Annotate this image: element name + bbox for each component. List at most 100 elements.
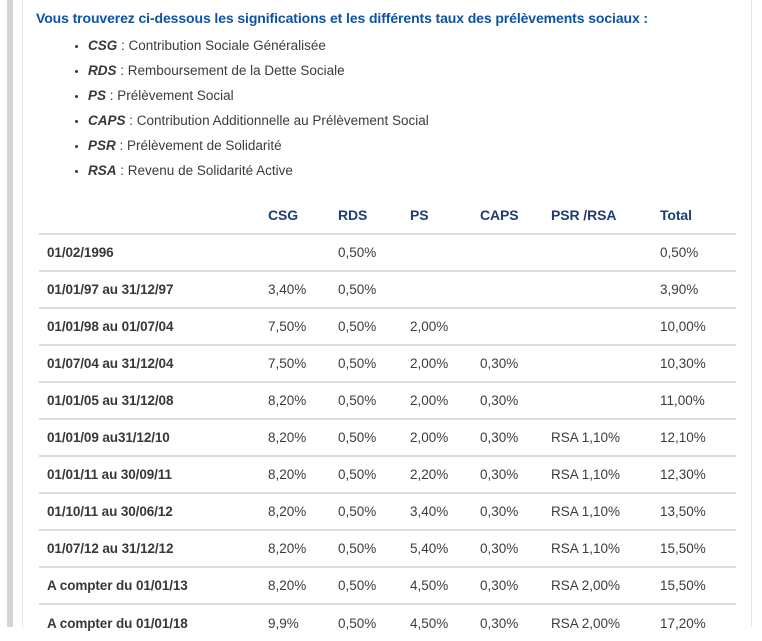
definition-description: Revenu de Solidarité Active [127,163,293,178]
table-row: 01/10/11 au 30/06/12 8,20% 0,50% 3,40% 0,30%… [39,493,736,530]
table-row: 01/01/09 au31/12/10 8,20% 0,50% 2,00% 0,30% R… [39,419,736,456]
rate-cell: 2,00% [410,356,449,371]
definition-description: Contribution Additionnelle au Prélèvemen… [136,113,429,128]
period-cell: 01/07/12 au 31/12/12 [47,541,174,556]
rate-cell: 11,00% [660,393,705,408]
rate-cell: 0,30% [480,356,519,371]
rate-cell: 5,40% [410,541,449,556]
rate-cell: RSA 1,10% [551,467,621,482]
definition-separator: : [116,63,128,78]
rate-cell [551,271,660,308]
definition-separator: : [115,138,128,153]
definition-item: RDS : Remboursement de la Dette Sociale [88,64,751,78]
definition-separator: : [117,38,129,53]
definitions-list: CSG : Contribution Sociale Généralisée RD… [36,39,751,178]
period-cell: 01/01/97 au 31/12/97 [47,282,174,297]
rate-cell: 8,20% [268,504,307,519]
rate-cell: 13,50% [660,504,706,519]
rate-cell: 8,20% [268,541,307,556]
rate-cell [551,345,660,382]
rate-cell: RSA 1,10% [551,541,621,556]
rate-cell: 12,10% [660,430,706,445]
rate-cell: 8,20% [268,578,307,593]
rate-cell: 8,20% [268,430,307,445]
rate-cell: 0,50% [660,245,699,260]
definition-term: CSG [88,38,118,53]
rate-cell: 8,20% [268,393,307,408]
rate-cell: 0,50% [338,615,377,631]
rate-cell [410,271,480,308]
rates-table: CSG RDS PS CAPS PSR /RSA Total 01/02/1996 0,50… [39,196,736,641]
rate-cell: 9,9% [268,615,299,631]
rate-cell: 0,50% [338,467,377,482]
rate-cell [480,271,551,308]
definition-separator: : [116,163,128,178]
definition-item: PS : Prélèvement Social [88,89,751,103]
definition-item: CSG : Contribution Sociale Généralisée [88,39,751,53]
rate-cell: 0,30% [480,393,519,408]
rate-cell: 0,30% [480,430,519,445]
content-card: Vous trouverez ci-dessous les significat… [22,0,752,631]
rate-cell: 3,90% [660,282,699,297]
table-row: 01/01/98 au 01/07/04 7,50% 0,50% 2,00% 10,00… [39,308,736,345]
rate-cell: 0,30% [480,504,519,519]
rate-cell [480,308,551,345]
definition-term: CAPS [88,113,126,128]
definition-item: CAPS : Contribution Additionnelle au Pré… [88,114,751,128]
definition-description: Contribution Sociale Généralisée [128,38,326,53]
definition-term: RSA [88,163,117,178]
table-row: A compter du 01/01/13 8,20% 0,50% 4,50% 0,30… [39,567,736,604]
rate-cell: 0,50% [338,578,377,593]
column-header-CSG: CSG [268,206,299,223]
table-header-row: CSG RDS PS CAPS PSR /RSA Total [39,196,736,234]
column-header-Total: Total [660,206,692,223]
table-row: 01/01/05 au 31/12/08 8,20% 0,50% 2,00% 0,30%… [39,382,736,419]
rate-cell: 10,00% [660,319,706,334]
definition-item: PSR : Prélèvement de Solidarité [88,139,751,153]
rate-cell: 10,30% [660,356,706,371]
rate-cell: 2,00% [410,430,449,445]
rate-cell: 3,40% [268,282,307,297]
rate-cell: 0,30% [480,578,519,593]
column-header-PSR /RSA: PSR /RSA [551,206,617,223]
definition-description: Remboursement de la Dette Sociale [127,63,345,78]
rate-cell: 4,50% [410,578,449,593]
period-cell: 01/01/05 au 31/12/08 [47,393,174,408]
period-cell: 01/10/11 au 30/06/12 [47,504,173,519]
table-row: 01/01/97 au 31/12/97 3,40% 0,50% 3,90% [39,271,736,308]
rate-cell: 15,50% [660,541,706,556]
rate-cell [551,234,660,271]
table-row: A compter du 01/01/18 9,9% 0,50% 4,50% 0,30%… [39,604,736,641]
rate-cell: 0,50% [338,430,377,445]
rate-cell: 0,50% [338,245,377,260]
rate-cell: 2,20% [410,467,449,482]
definition-separator: : [125,113,137,128]
definition-term: PS [88,88,107,103]
column-header-PS: PS [410,206,429,223]
rate-cell: 7,50% [268,356,307,371]
column-header-CAPS: CAPS [480,206,519,223]
rate-cell [268,234,338,271]
period-cell: 01/01/09 au31/12/10 [47,430,170,445]
table-row: 01/02/1996 0,50% 0,50% [39,234,736,271]
table-row: 01/01/11 au 30/09/11 8,20% 0,50% 2,20% 0,30%… [39,456,736,493]
rate-cell: 0,50% [338,319,377,334]
rate-cell: 17,20% [660,615,706,631]
rate-cell: RSA 1,10% [551,430,621,445]
intro-text: Vous trouverez ci-dessous les significat… [36,10,648,26]
definition-term: RDS [88,63,117,78]
rate-cell: 15,50% [660,578,706,593]
rate-cell: 0,50% [338,282,377,297]
rate-cell [551,308,660,345]
rate-cell: 0,30% [480,541,519,556]
column-header-period [39,196,268,234]
rate-cell: 4,50% [410,615,449,631]
rate-cell: 0,50% [338,541,377,556]
definition-term: PSR [88,138,116,153]
rate-cell: 12,30% [660,467,706,482]
definition-description: Prélèvement de Solidarité [127,138,282,153]
rate-cell: 0,30% [480,615,519,631]
rate-cell: 8,20% [268,467,307,482]
rate-cell: 2,00% [410,393,449,408]
rate-cell: RSA 2,00% [551,578,621,593]
